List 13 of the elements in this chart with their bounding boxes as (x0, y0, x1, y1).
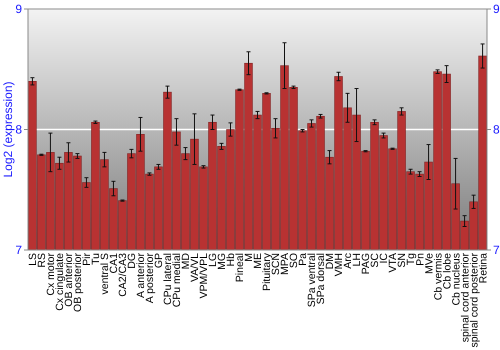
y2-tick-label: 7 (493, 243, 500, 258)
x-tick-label: DG (126, 253, 138, 269)
x-tick-label: Tg (405, 252, 418, 266)
y2-tick-label: 8 (493, 122, 500, 137)
x-tick-label: RS (36, 253, 48, 268)
y-tick-label: 9 (15, 2, 22, 16)
x-tick-label: OB posterior (72, 252, 84, 312)
y-tick-label: 8 (15, 122, 22, 137)
y-axis-title: Log2 (expression) (1, 81, 15, 178)
y2-tick-label: 9 (493, 2, 500, 16)
x-tick-label: MVe (423, 252, 436, 274)
x-tick-label: A posterior (144, 252, 156, 304)
y-tick-label: 7 (15, 243, 22, 258)
